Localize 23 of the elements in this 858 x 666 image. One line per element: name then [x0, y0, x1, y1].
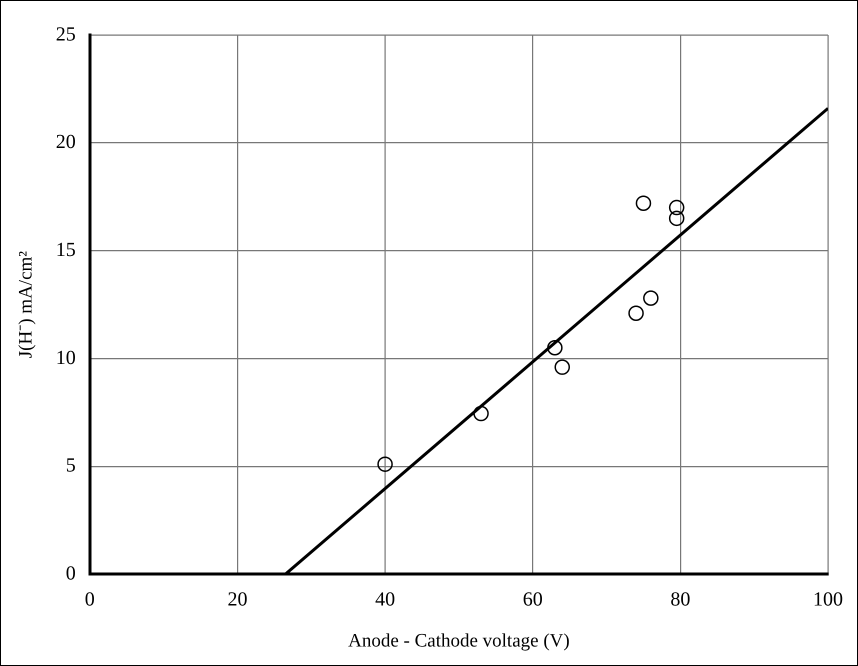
point — [547, 340, 563, 356]
x-tick-label: 40 — [375, 588, 396, 610]
x-tick-label: 0 — [84, 588, 95, 610]
point — [473, 406, 489, 422]
x-tick-label: 60 — [522, 588, 543, 610]
x-axis-title: Anode - Cathode voltage (V) — [348, 630, 570, 652]
y-tick-label: 10 — [56, 346, 76, 369]
x-tick-label: 20 — [227, 588, 248, 610]
y-axis-title: J(H⁻) mA/cm² — [15, 250, 36, 358]
point — [668, 210, 684, 226]
y-tick-label: 5 — [66, 454, 76, 477]
point — [668, 200, 684, 216]
y-tick-label: 15 — [56, 238, 76, 261]
x-tick-label: 80 — [670, 588, 690, 610]
point — [643, 290, 659, 306]
point — [554, 359, 570, 375]
y-tick-label: 25 — [56, 23, 76, 46]
point — [628, 305, 644, 321]
x-tick-label: 100 — [813, 588, 843, 610]
point — [636, 195, 652, 211]
y-tick-label: 0 — [66, 562, 76, 584]
y-tick-label: 20 — [56, 131, 76, 154]
point — [377, 456, 393, 472]
